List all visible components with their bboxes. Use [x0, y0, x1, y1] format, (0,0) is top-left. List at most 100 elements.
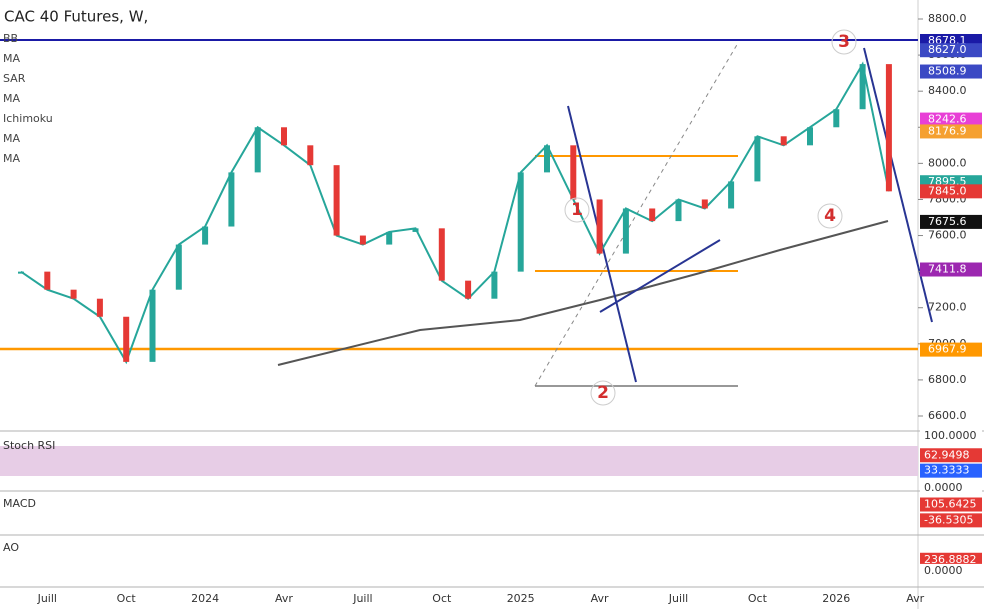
annotation: 1 — [571, 200, 583, 220]
candle — [438, 228, 445, 281]
annotation: 4 — [824, 206, 836, 226]
ma-200 — [277, 220, 889, 366]
candle — [412, 228, 419, 232]
candle — [675, 199, 682, 222]
indicator-label: MA — [3, 92, 20, 105]
x-tick-label: Avr — [275, 592, 293, 605]
y-tick-label: 7200.0 — [928, 301, 967, 314]
price-tag-label: 7845.0 — [928, 184, 967, 197]
x-tick-label: 2026 — [822, 592, 850, 605]
indicator-label: SAR — [3, 72, 26, 85]
stoch-band — [0, 446, 918, 476]
candle — [728, 181, 735, 209]
annotation-circle — [564, 197, 590, 223]
candle — [228, 172, 235, 227]
candle — [44, 271, 51, 290]
panel-tag-label: 105.6425 — [924, 498, 977, 511]
panel-tag-label: 0.0000 — [924, 564, 963, 577]
panel-tag — [920, 552, 982, 567]
x-tick-label: Oct — [432, 592, 452, 605]
price-tag — [920, 184, 982, 199]
candle — [149, 289, 156, 362]
x-tick-label: 2025 — [507, 592, 535, 605]
price-tag — [920, 262, 982, 277]
annotation: 2 — [597, 383, 609, 403]
panel-tag-label: 236.8882 — [924, 553, 977, 566]
candle — [333, 165, 340, 236]
candle — [544, 145, 550, 173]
panel-tag — [920, 513, 982, 528]
candle — [123, 316, 130, 362]
candle — [175, 244, 182, 290]
panel-tag — [920, 463, 982, 478]
x-tick-label: Juill — [37, 592, 57, 605]
panel-tag-label: 100.0000 — [924, 429, 977, 442]
candle — [780, 136, 787, 146]
candle — [570, 145, 577, 200]
indicator-label: BB — [3, 32, 18, 45]
price-tag — [920, 342, 982, 357]
candle — [307, 145, 314, 166]
candle — [202, 226, 209, 245]
x-tick-label: Oct — [748, 592, 768, 605]
price-tag-label: 8242.6 — [928, 113, 967, 126]
annotation-circle — [817, 203, 843, 229]
annotation-circle — [590, 380, 616, 406]
candle — [70, 289, 77, 299]
x-tick-label: Oct — [117, 592, 137, 605]
price-tag — [920, 214, 982, 229]
price-tag-label: 8627.0 — [928, 43, 967, 56]
candle — [254, 127, 261, 173]
chart-title: CAC 40 Futures, W, — [4, 8, 148, 26]
candle — [359, 235, 366, 245]
candle — [18, 271, 24, 274]
y-tick-label: 6800.0 — [928, 373, 967, 386]
price-tag — [920, 124, 982, 139]
y-tick-label: 8000.0 — [928, 156, 967, 169]
candle — [754, 136, 761, 182]
indicator-label: Ichimoku — [3, 112, 53, 125]
indicator-label: MA — [3, 132, 20, 145]
price-tag-label: 7675.6 — [928, 215, 967, 228]
price-tag-label: 7411.8 — [928, 263, 967, 276]
candle — [807, 127, 813, 146]
trend-line — [599, 239, 721, 313]
panel-tag-label: -36.5305 — [924, 513, 973, 526]
candle — [701, 199, 708, 209]
price-tag-label: 8176.9 — [928, 124, 967, 137]
x-tick-label: 2024 — [191, 592, 219, 605]
candle — [649, 208, 656, 222]
price-tag-label: 6967.9 — [928, 343, 967, 356]
annotation: 3 — [838, 32, 850, 52]
price-tag-label: 8508.9 — [928, 65, 967, 78]
candle — [96, 298, 103, 317]
panel-tag-label: 62.9498 — [924, 448, 970, 461]
panel-tag — [920, 481, 982, 495]
candle — [465, 280, 472, 299]
y-tick-label: 6600.0 — [928, 409, 967, 422]
candle — [833, 109, 840, 128]
price-tag — [920, 43, 982, 58]
panel-tag — [920, 497, 982, 512]
x-tick-label: Juill — [668, 592, 688, 605]
panel-tag — [920, 448, 982, 463]
candle — [386, 231, 393, 245]
y-tick-label: 7600.0 — [928, 229, 967, 242]
panel-tag-label: 33.3333 — [924, 464, 970, 477]
candle — [281, 127, 287, 146]
panel-label: Stoch RSI — [3, 439, 55, 452]
candle — [885, 64, 892, 192]
indicator-label: MA — [3, 52, 20, 65]
price-tag — [920, 64, 982, 79]
fib-line — [534, 42, 739, 387]
panel-tag — [920, 563, 982, 578]
candle — [859, 64, 866, 110]
indicator-label: MA — [3, 152, 20, 165]
candle — [517, 172, 524, 272]
x-tick-label: Juill — [352, 592, 372, 605]
x-tick-label: Avr — [906, 592, 924, 605]
price-line — [20, 61, 890, 365]
candle — [622, 208, 629, 254]
